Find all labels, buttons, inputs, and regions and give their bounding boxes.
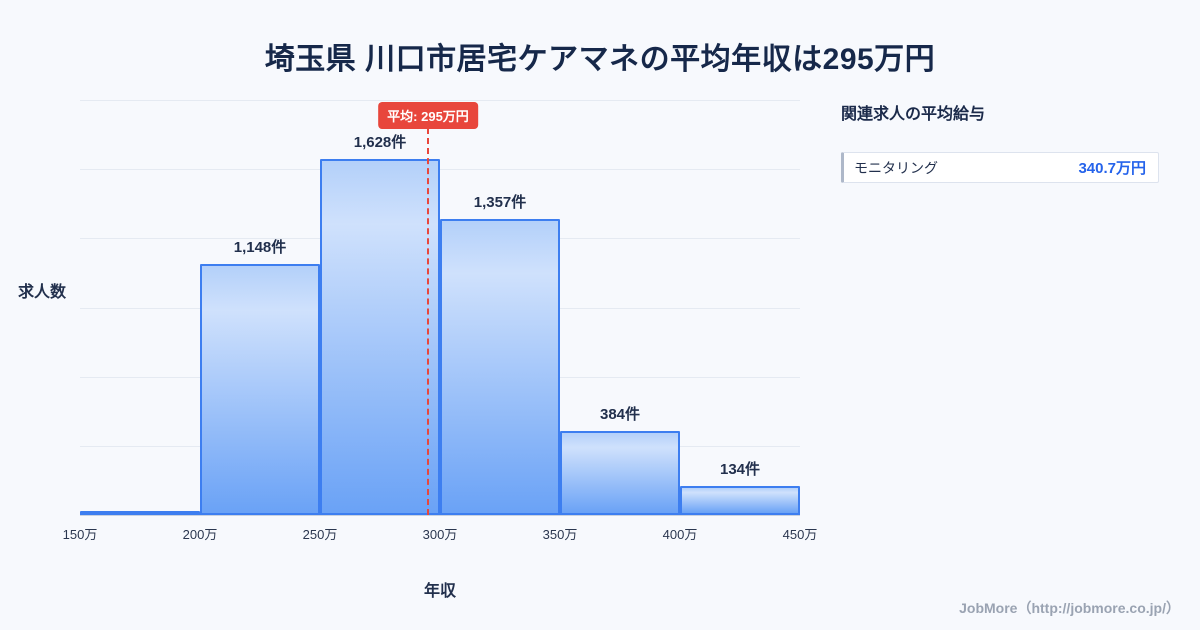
related-job-item: モニタリング 340.7万円 <box>841 152 1159 183</box>
x-tick-label: 300万 <box>422 527 458 542</box>
bar-value-label: 1,628件 <box>353 134 407 152</box>
histogram-bar <box>200 264 320 515</box>
gridline <box>80 100 800 101</box>
plot-area: 1,148件 1,628件 1,357件 384件 134件 平均: 295万円 <box>80 100 800 516</box>
gridline <box>80 515 800 516</box>
bar-value-label: 1,148件 <box>233 239 287 257</box>
page-title: 埼玉県 川口市居宅ケアマネの平均年収は295万円 <box>264 43 936 76</box>
histogram-bar <box>680 485 800 515</box>
x-axis-label: 年収 <box>423 583 456 600</box>
gridline <box>80 169 800 171</box>
x-tick-label: 250万 <box>302 527 338 542</box>
y-axis-label: 求人数 <box>18 284 67 302</box>
histogram-bar <box>440 218 560 515</box>
related-job-value: 340.7万円 <box>1078 160 1146 177</box>
related-salary-panel: 関連求人の平均給与 モニタリング 340.7万円 <box>841 100 1159 183</box>
average-badge: 平均: 295万円 <box>378 102 478 129</box>
histogram-bar <box>320 159 440 515</box>
histogram-bar <box>560 431 680 515</box>
salary-histogram: 求人数 1,148件 1,628件 1,357件 384件 134件 平均: 295万円 … <box>18 100 817 600</box>
x-tick-label: 150万 <box>62 527 98 542</box>
bar-value-label: 134件 <box>719 460 761 478</box>
credit-text: JobMore（http://jobmore.co.jp/） <box>959 600 1180 616</box>
panel-items: モニタリング 340.7万円 <box>841 152 1159 183</box>
x-tick-label: 400万 <box>662 527 698 542</box>
panel-heading: 関連求人の平均給与 <box>841 106 986 123</box>
related-job-label: モニタリング <box>854 159 938 176</box>
x-tick-label: 200万 <box>182 527 218 542</box>
x-axis-ticks: 150万 200万 250万 300万 350万 400万 450万 <box>63 524 818 542</box>
bar-value-label: 1,357件 <box>473 193 527 211</box>
histogram-bar <box>80 511 200 515</box>
x-tick-label: 350万 <box>542 527 578 542</box>
x-tick-label: 450万 <box>782 527 818 542</box>
bar-value-label: 384件 <box>599 406 641 424</box>
average-line <box>427 128 429 515</box>
